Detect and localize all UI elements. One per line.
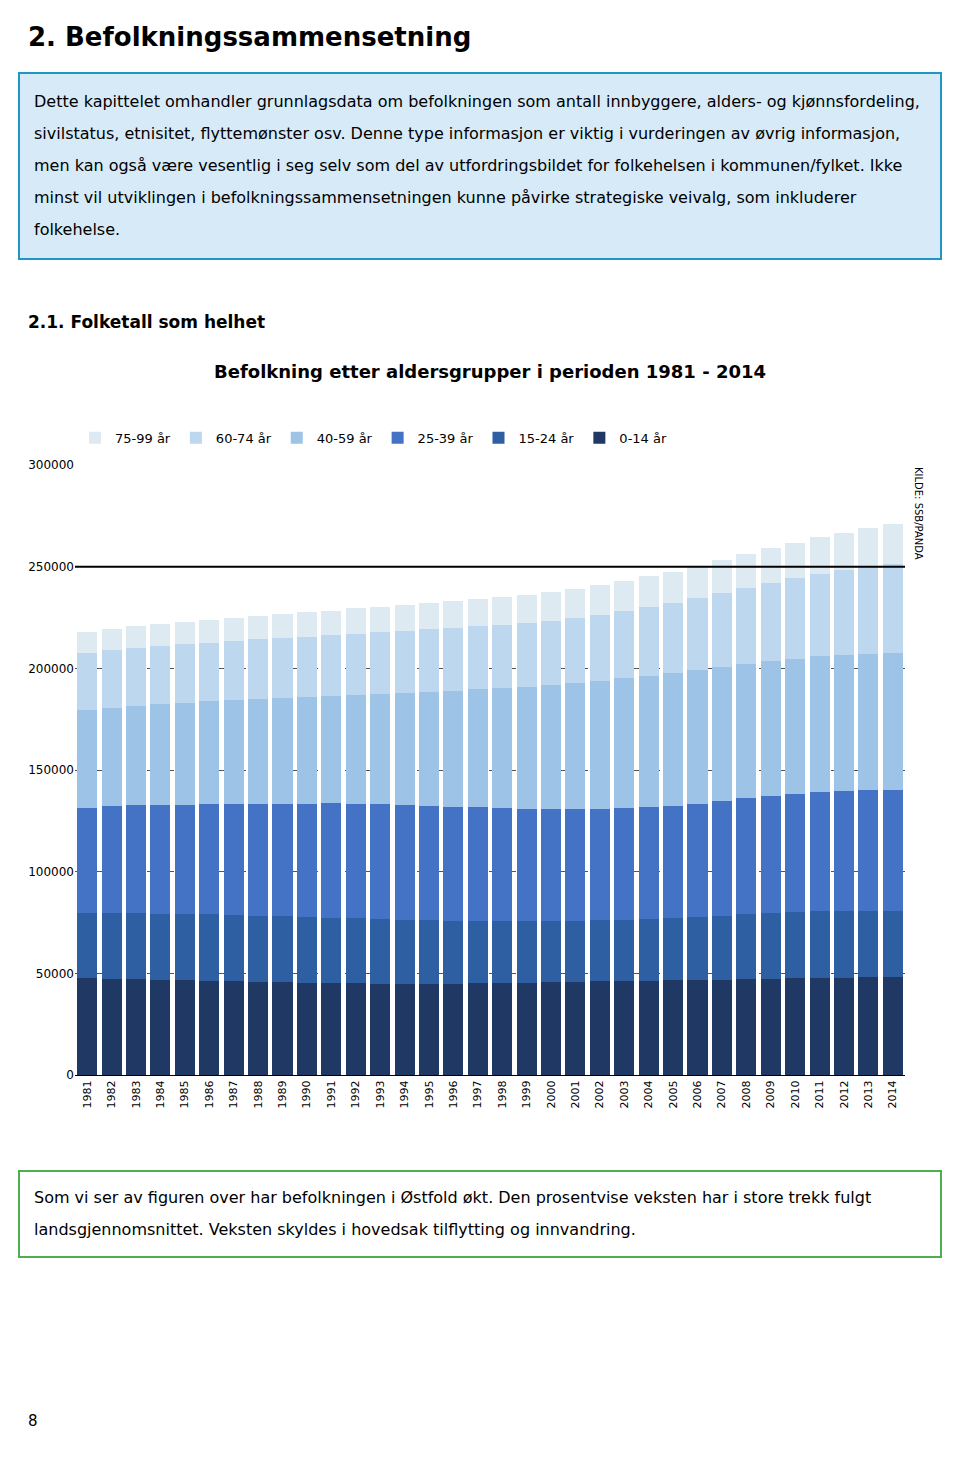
- html-text:Dette kapittelet omhandler gru: Dette kapittelet omhandler grunnlagsdata…: [34, 92, 920, 239]
- svg-text:300000: 300000: [28, 458, 74, 472]
- svg-text:1994: 1994: [398, 1080, 411, 1108]
- svg-text:1998: 1998: [496, 1080, 509, 1108]
- svg-text:KILDE: SSB/PANDA: KILDE: SSB/PANDA: [913, 467, 924, 560]
- svg-text:1987: 1987: [227, 1080, 240, 1108]
- svg-text:1983: 1983: [130, 1080, 143, 1108]
- svg-text:1999: 1999: [520, 1080, 533, 1108]
- svg-text:Befolkning etter aldersgrupper: Befolkning etter aldersgrupper i periode…: [214, 361, 766, 382]
- svg-text:1984: 1984: [154, 1080, 167, 1108]
- svg-text:0: 0: [66, 1068, 74, 1082]
- svg-text:200000: 200000: [28, 662, 74, 676]
- svg-text:0-14 år: 0-14 år: [619, 431, 667, 446]
- svg-text:2007: 2007: [715, 1080, 728, 1108]
- html-text:Som vi ser av figuren over har: Som vi ser av figuren over har befolknin…: [34, 1188, 872, 1239]
- svg-text:2006: 2006: [691, 1080, 704, 1108]
- svg-text:2003: 2003: [618, 1080, 631, 1108]
- html-text:2.1. Folketall som helhet: 2.1. Folketall som helhet: [28, 312, 266, 332]
- svg-text:1996: 1996: [447, 1080, 460, 1108]
- svg-text:2002: 2002: [593, 1080, 606, 1108]
- svg-text:1988: 1988: [252, 1080, 265, 1108]
- svg-text:250000: 250000: [28, 560, 74, 574]
- svg-text:2012: 2012: [838, 1080, 851, 1108]
- svg-text:1989: 1989: [276, 1080, 289, 1108]
- svg-text:2014: 2014: [886, 1080, 899, 1108]
- svg-text:2011: 2011: [813, 1080, 826, 1108]
- svg-text:1981: 1981: [81, 1080, 94, 1108]
- svg-text:2009: 2009: [764, 1080, 777, 1108]
- svg-text:2013: 2013: [862, 1080, 875, 1108]
- svg-text:1991: 1991: [325, 1080, 338, 1108]
- svg-text:1995: 1995: [423, 1080, 436, 1108]
- svg-text:1982: 1982: [105, 1080, 118, 1108]
- svg-text:2000: 2000: [545, 1080, 558, 1108]
- svg-text:2008: 2008: [740, 1080, 753, 1108]
- svg-text:25-39 år: 25-39 år: [418, 431, 474, 446]
- svg-text:1993: 1993: [374, 1080, 387, 1108]
- svg-text:60-74 år: 60-74 år: [216, 431, 272, 446]
- svg-text:1986: 1986: [203, 1080, 216, 1108]
- svg-text:50000: 50000: [36, 967, 74, 981]
- svg-text:40-59 år: 40-59 år: [317, 431, 373, 446]
- svg-text:2010: 2010: [789, 1080, 802, 1108]
- svg-text:100000: 100000: [28, 865, 74, 879]
- html-text:8: 8: [28, 1412, 38, 1430]
- svg-text:15-24 år: 15-24 år: [518, 431, 574, 446]
- svg-text:2001: 2001: [569, 1080, 582, 1108]
- html-text:2. Befolkningssammensetning: 2. Befolkningssammensetning: [28, 22, 472, 52]
- svg-text:2004: 2004: [642, 1080, 655, 1108]
- svg-text:1992: 1992: [349, 1080, 362, 1108]
- svg-text:1985: 1985: [178, 1080, 191, 1108]
- svg-text:1990: 1990: [300, 1080, 313, 1108]
- svg-text:150000: 150000: [28, 763, 74, 777]
- svg-text:75-99 år: 75-99 år: [115, 431, 171, 446]
- svg-text:2005: 2005: [667, 1080, 680, 1108]
- svg-text:1997: 1997: [471, 1080, 484, 1108]
